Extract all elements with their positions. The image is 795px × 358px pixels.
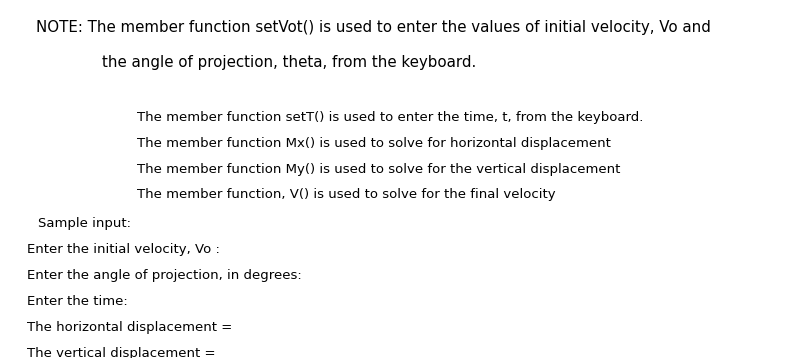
Text: Sample input:: Sample input: <box>38 217 131 229</box>
Text: The member function, V() is used to solve for the final velocity: The member function, V() is used to solv… <box>137 188 556 201</box>
Text: The horizontal displacement =: The horizontal displacement = <box>27 321 232 334</box>
Text: The vertical displacement =: The vertical displacement = <box>27 347 215 358</box>
Text: Enter the initial velocity, Vo :: Enter the initial velocity, Vo : <box>27 243 220 256</box>
Text: NOTE: The member function setVot() is used to enter the values of initial veloci: NOTE: The member function setVot() is us… <box>36 20 711 35</box>
Text: The member function Mx() is used to solve for horizontal displacement: The member function Mx() is used to solv… <box>137 137 611 150</box>
Text: The member function My() is used to solve for the vertical displacement: The member function My() is used to solv… <box>137 163 620 175</box>
Text: the angle of projection, theta, from the keyboard.: the angle of projection, theta, from the… <box>102 55 476 71</box>
Text: The member function setT() is used to enter the time, t, from the keyboard.: The member function setT() is used to en… <box>137 111 643 124</box>
Text: Enter the angle of projection, in degrees:: Enter the angle of projection, in degree… <box>27 269 302 282</box>
Text: Enter the time:: Enter the time: <box>27 295 128 308</box>
